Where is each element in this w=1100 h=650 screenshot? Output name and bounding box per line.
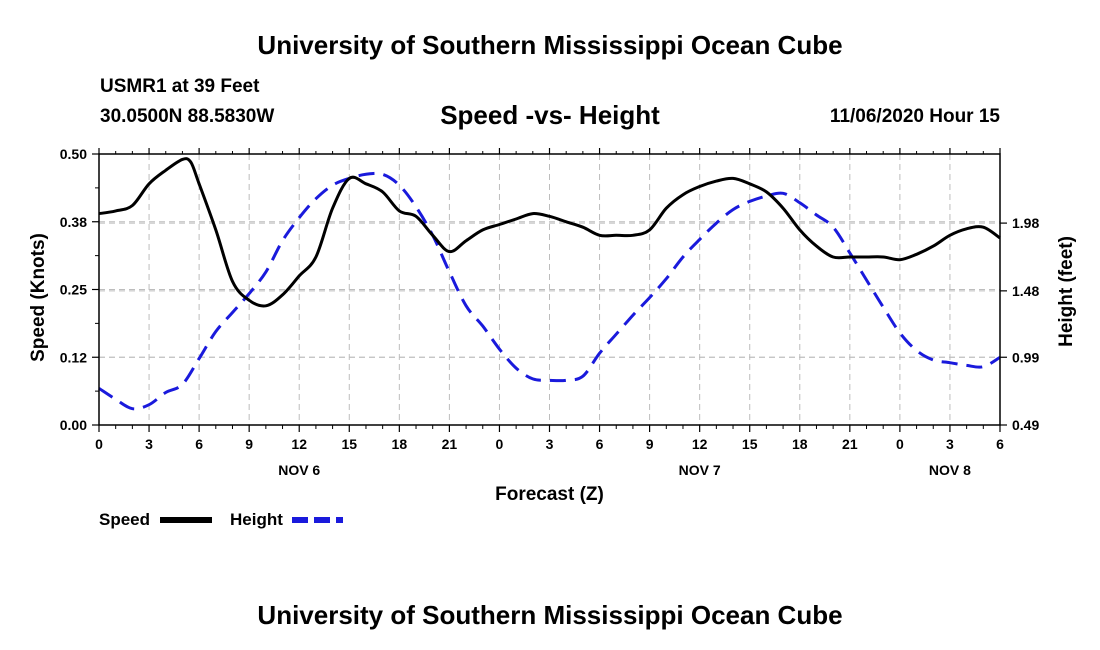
coordinates-label: 30.0500N 88.5830W bbox=[100, 106, 275, 127]
y-axis-left-title: Speed (Knots) bbox=[28, 233, 49, 362]
y-left-tick-label: 0.00 bbox=[60, 417, 87, 433]
x-tick-label: 21 bbox=[442, 436, 458, 452]
x-tick-label: 6 bbox=[596, 436, 604, 452]
axis-labels: 0 3 6 9 12 15 18 21 0 3 6 9 12 15 18 21 0 3 6 0.00 0.12 0.25 0… bbox=[60, 146, 1040, 478]
x-tick-label: 12 bbox=[291, 436, 307, 452]
day-label: NOV 7 bbox=[679, 462, 721, 478]
day-label: NOV 6 bbox=[278, 462, 320, 478]
page-title: University of Southern Mississippi Ocean… bbox=[257, 30, 843, 60]
x-tick-label: 0 bbox=[95, 436, 103, 452]
x-tick-label: 3 bbox=[145, 436, 153, 452]
height-series-line bbox=[98, 171, 1001, 411]
legend: Speed Height bbox=[99, 510, 343, 529]
x-tick-label: 15 bbox=[742, 436, 758, 452]
chart-title: Speed -vs- Height bbox=[440, 100, 660, 130]
x-tick-label: 6 bbox=[195, 436, 203, 452]
x-tick-label: 9 bbox=[646, 436, 654, 452]
y-axis-right-title: Height (feet) bbox=[1056, 236, 1077, 347]
footer-title: University of Southern Mississippi Ocean… bbox=[257, 600, 843, 630]
speed-series-line bbox=[98, 157, 1001, 308]
x-tick-label: 21 bbox=[842, 436, 858, 452]
y-left-tick-label: 0.25 bbox=[60, 282, 87, 298]
x-tick-label: 6 bbox=[996, 436, 1004, 452]
x-tick-label: 3 bbox=[946, 436, 954, 452]
x-tick-label: 9 bbox=[245, 436, 253, 452]
x-tick-label: 18 bbox=[392, 436, 408, 452]
legend-height-label: Height bbox=[230, 510, 283, 529]
datetime-label: 11/06/2020 Hour 15 bbox=[829, 106, 1000, 127]
y-left-tick-label: 0.38 bbox=[60, 214, 87, 230]
grid-lines bbox=[99, 154, 1000, 425]
series-lines bbox=[98, 157, 1001, 411]
y-right-tick-label: 1.48 bbox=[1012, 283, 1039, 299]
legend-speed-label: Speed bbox=[99, 510, 150, 529]
station-label: USMR1 at 39 Feet bbox=[100, 76, 260, 97]
x-tick-label: 0 bbox=[896, 436, 904, 452]
y-right-tick-label: 1.98 bbox=[1012, 215, 1039, 231]
day-label: NOV 8 bbox=[929, 462, 971, 478]
y-left-tick-label: 0.12 bbox=[60, 349, 87, 365]
x-tick-label: 0 bbox=[496, 436, 504, 452]
x-tick-label: 15 bbox=[341, 436, 357, 452]
x-axis-title: Forecast (Z) bbox=[495, 484, 604, 505]
plot-frame bbox=[98, 153, 1001, 426]
x-tick-label: 3 bbox=[546, 436, 554, 452]
x-tick-label: 18 bbox=[792, 436, 808, 452]
x-tick-label: 12 bbox=[692, 436, 708, 452]
y-right-tick-label: 0.49 bbox=[1012, 417, 1039, 433]
y-left-tick-label: 0.50 bbox=[60, 146, 87, 162]
y-right-tick-label: 0.99 bbox=[1012, 349, 1039, 365]
